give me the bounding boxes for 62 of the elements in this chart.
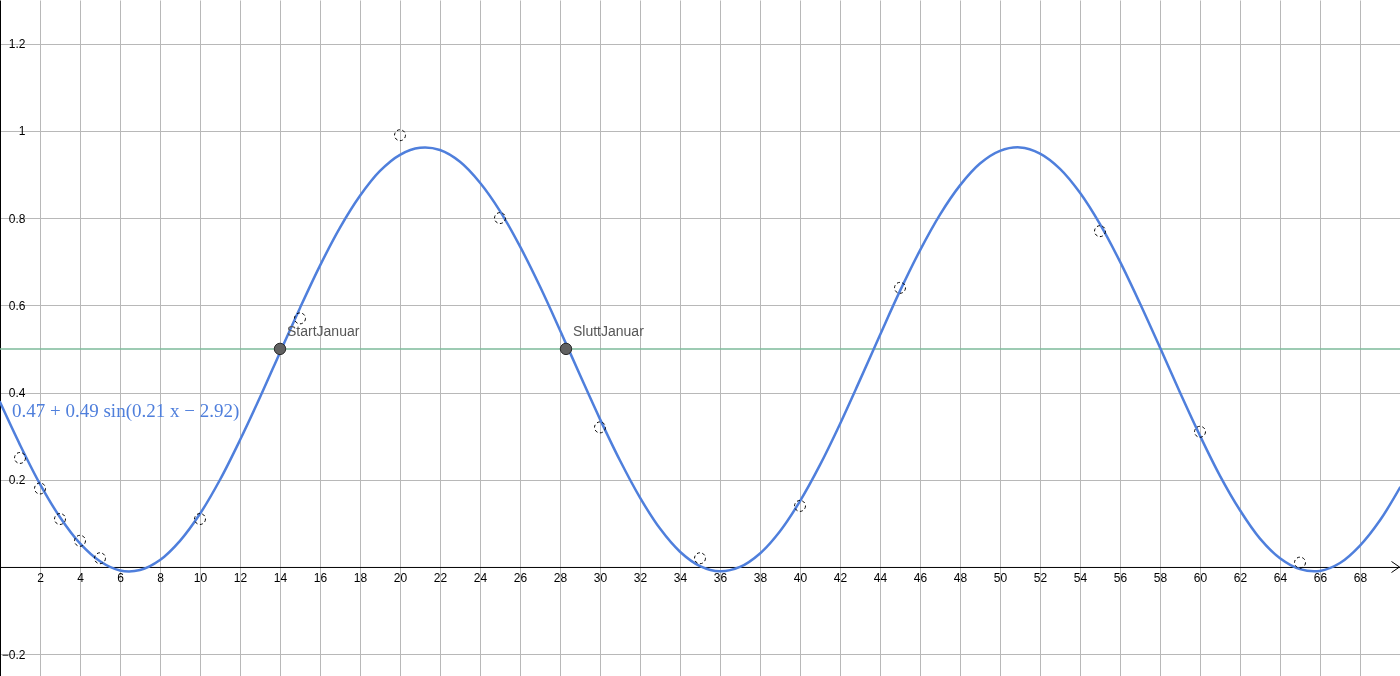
point bbox=[194, 513, 206, 525]
x-tick-label: 10 bbox=[193, 571, 208, 586]
point bbox=[794, 499, 806, 512]
x-tick-label: 38 bbox=[753, 571, 768, 586]
x-tick-label: 46 bbox=[913, 571, 928, 586]
x-tick-label: 60 bbox=[1193, 571, 1208, 586]
x-tick-label: 52 bbox=[1033, 571, 1048, 586]
x-tick-label: 58 bbox=[1153, 571, 1168, 586]
y-tick-label: 0.4 bbox=[8, 386, 26, 401]
x-tick-label: 12 bbox=[233, 571, 248, 586]
x-tick-label: 18 bbox=[353, 571, 368, 586]
x-tick-label: 40 bbox=[793, 571, 808, 586]
annotation: SluttJanuar bbox=[573, 322, 645, 339]
x-tick-label: 2 bbox=[37, 571, 45, 586]
point bbox=[1294, 556, 1306, 569]
y-tick-label: 1 bbox=[18, 124, 26, 139]
point bbox=[54, 513, 66, 525]
point bbox=[894, 281, 906, 294]
point bbox=[494, 212, 506, 225]
line-series bbox=[0, 146, 1400, 573]
point bbox=[694, 552, 706, 565]
y-tick-label: 0.2 bbox=[8, 473, 26, 488]
point bbox=[394, 129, 406, 142]
x-tick-label: 34 bbox=[673, 571, 688, 586]
x-tick-label: 66 bbox=[1313, 571, 1328, 586]
x-tick-label: 26 bbox=[513, 571, 528, 586]
x-tick-label: 64 bbox=[1273, 571, 1288, 586]
x-tick-label: 4 bbox=[77, 571, 85, 586]
point bbox=[594, 421, 606, 434]
x-tick-label: 48 bbox=[953, 571, 968, 586]
point bbox=[1094, 225, 1106, 238]
x-tick-label: 50 bbox=[993, 571, 1008, 586]
point bbox=[294, 312, 306, 325]
x-tick-label: 22 bbox=[433, 571, 448, 586]
point bbox=[559, 342, 573, 356]
x-tick-label: 28 bbox=[553, 571, 568, 586]
point bbox=[14, 451, 26, 464]
x-tick-label: 14 bbox=[273, 571, 288, 586]
point bbox=[1194, 425, 1206, 438]
point bbox=[34, 482, 46, 495]
x-tick-label: 68 bbox=[1353, 571, 1368, 586]
series-label: 0.47 + 0.49 sin(0.21 x − 2.92) bbox=[12, 400, 240, 423]
x-tick-label: 54 bbox=[1073, 571, 1088, 586]
y-tick-label: 0.8 bbox=[8, 211, 26, 226]
x-tick-label: 62 bbox=[1233, 571, 1248, 586]
point bbox=[74, 534, 86, 547]
y-tick-label: −0.2 bbox=[1, 647, 26, 662]
point bbox=[94, 552, 106, 565]
point bbox=[273, 342, 287, 356]
x-tick-label: 20 bbox=[393, 571, 408, 586]
x-tick-label: 30 bbox=[593, 571, 608, 586]
x-tick-label: 36 bbox=[713, 571, 728, 586]
y-tick-label: 1.2 bbox=[8, 37, 26, 52]
x-tick-label: 32 bbox=[633, 571, 648, 586]
x-tick-label: 16 bbox=[313, 571, 328, 586]
x-tick-label: 6 bbox=[117, 571, 125, 586]
y-tick-label: 0.6 bbox=[8, 298, 26, 313]
x-tick-label: 8 bbox=[157, 571, 165, 586]
x-tick-label: 44 bbox=[873, 571, 888, 586]
x-tick-label: 24 bbox=[473, 571, 488, 586]
x-tick-label: 42 bbox=[833, 571, 848, 586]
x-tick-label: 56 bbox=[1113, 571, 1128, 586]
